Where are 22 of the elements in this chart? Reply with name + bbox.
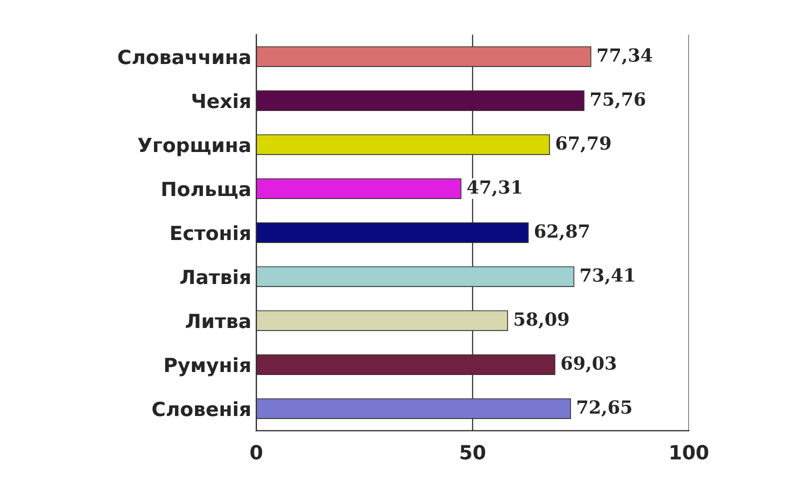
data-label: 73,41 <box>580 268 634 285</box>
data-label: 72,65 <box>578 400 632 417</box>
x-tick-label: 0 <box>250 444 262 460</box>
y-tick-label: Литва <box>186 314 250 328</box>
data-label: 47,31 <box>467 180 522 197</box>
y-tick-label: Естонія <box>171 225 250 240</box>
data-label: 69,03 <box>562 356 616 373</box>
x-tick-label: 100 <box>670 444 708 460</box>
x-tick-label: 50 <box>460 444 486 460</box>
data-label: 67,79 <box>556 136 610 153</box>
bar <box>256 178 462 199</box>
y-tick-label: Латвія <box>180 269 250 284</box>
y-tick-label: Румунія <box>165 357 250 376</box>
y-tick-label: Словаччина <box>118 50 250 64</box>
y-tick-label: Словенія <box>152 401 250 416</box>
data-label: 75,76 <box>590 92 646 109</box>
data-label: 77,34 <box>598 48 652 65</box>
data-label: 58,09 <box>514 312 569 329</box>
data-label: 62,87 <box>534 224 589 241</box>
y-tick-label: Угорщина <box>138 138 250 156</box>
y-tick-label: Чехія <box>192 93 250 108</box>
y-tick-label: Польща <box>162 182 250 199</box>
